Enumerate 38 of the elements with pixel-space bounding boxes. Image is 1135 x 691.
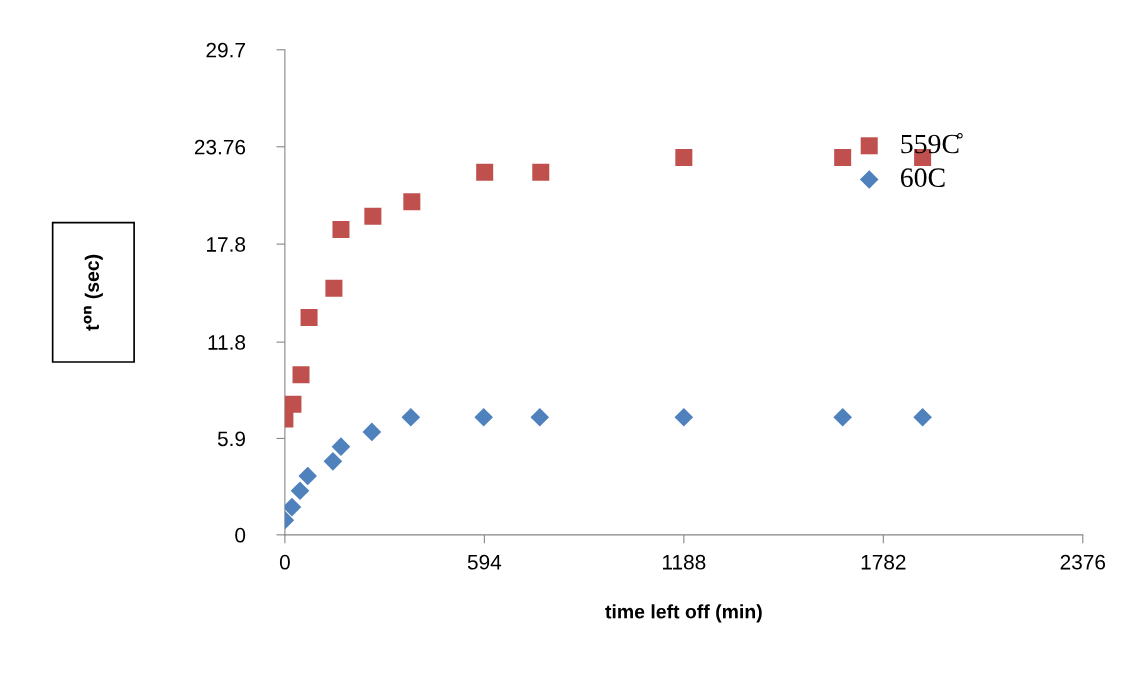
point (476, 163, 494, 181)
x-tick-label: 1188 (663, 554, 706, 570)
point (532, 163, 550, 181)
point (325, 279, 343, 297)
point (300, 309, 318, 327)
point (331, 437, 351, 456)
y-tick-label: 5.9 (217, 431, 246, 447)
point (290, 481, 310, 501)
point (362, 422, 382, 442)
y-tick-label: 11.8 (208, 335, 246, 350)
y-tick-label: 29.7 (206, 42, 245, 58)
x-tick-label: 1782 (861, 554, 906, 570)
y-tick-label: 17.8 (207, 237, 246, 252)
point (298, 466, 318, 486)
point (323, 452, 343, 471)
point (364, 207, 382, 225)
legend-label: 559C̊ (901, 132, 963, 154)
point (913, 407, 932, 427)
point (284, 395, 302, 413)
point (401, 407, 421, 427)
legend-label: 60C (900, 168, 945, 188)
y-tick-label: 0 (235, 527, 246, 543)
point (675, 149, 693, 167)
point (674, 407, 694, 427)
point (834, 149, 852, 167)
x-tick-label: 0 (279, 554, 290, 570)
point (403, 193, 421, 211)
point (530, 407, 550, 427)
point (332, 220, 350, 238)
point (474, 407, 494, 427)
point (292, 366, 310, 384)
x-tick-label: 2376 (1060, 554, 1106, 570)
y-axis-title: t$^{on}$ (sec) (83, 254, 103, 331)
y-tick-label: 23.76 (194, 139, 246, 155)
point (833, 407, 852, 427)
x-tick-label: 594 (467, 554, 502, 570)
x-axis-title: time left off (min) (605, 604, 762, 623)
point (284, 497, 302, 517)
